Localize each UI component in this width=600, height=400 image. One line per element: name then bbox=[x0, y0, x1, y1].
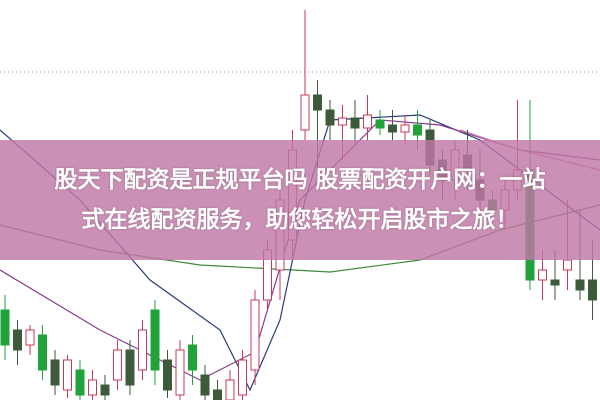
candle-up bbox=[250, 299, 260, 371]
headline-line-2: 式在线配资服务，助您轻松开启股市之旅！ bbox=[81, 207, 519, 233]
candle-down bbox=[413, 124, 422, 136]
candle-down bbox=[38, 334, 47, 371]
candle-down bbox=[213, 389, 222, 400]
candle-down bbox=[313, 94, 322, 111]
candle-down bbox=[588, 279, 597, 301]
candle-up bbox=[25, 329, 35, 346]
candle-down bbox=[125, 349, 135, 386]
candle-down bbox=[350, 117, 360, 129]
candle-up bbox=[175, 349, 185, 396]
candle-up bbox=[225, 379, 235, 400]
candle-down bbox=[200, 374, 210, 396]
candle-up bbox=[88, 379, 97, 396]
candle-up bbox=[363, 114, 372, 129]
candle-down bbox=[325, 109, 335, 126]
candle-up bbox=[400, 124, 410, 133]
candle-up bbox=[563, 259, 572, 271]
headline-banner: 股天下配资是正规平台吗 股票配资开户网：一站 式在线配资服务，助您轻松开启股市之… bbox=[0, 140, 600, 260]
candle-up bbox=[63, 359, 72, 391]
candle-up bbox=[138, 329, 147, 371]
candle-down bbox=[150, 309, 160, 371]
candle-down bbox=[375, 119, 385, 129]
candle-down bbox=[163, 359, 172, 391]
candle-up bbox=[113, 349, 122, 381]
candle-up bbox=[538, 269, 547, 281]
candle-down bbox=[75, 369, 85, 396]
candle-down bbox=[50, 359, 60, 386]
headline-line-1: 股天下配资是正规平台吗 股票配资开户网：一站 bbox=[54, 167, 546, 193]
candle-down bbox=[550, 279, 560, 286]
candle-down bbox=[0, 309, 10, 346]
candle-up bbox=[238, 359, 247, 396]
candle-down bbox=[388, 124, 397, 133]
candle-down bbox=[188, 344, 197, 371]
candle-up bbox=[300, 94, 310, 131]
candle-up bbox=[338, 117, 347, 126]
candle-down bbox=[575, 279, 585, 291]
candle-down bbox=[13, 329, 22, 351]
candle-down bbox=[100, 384, 110, 396]
